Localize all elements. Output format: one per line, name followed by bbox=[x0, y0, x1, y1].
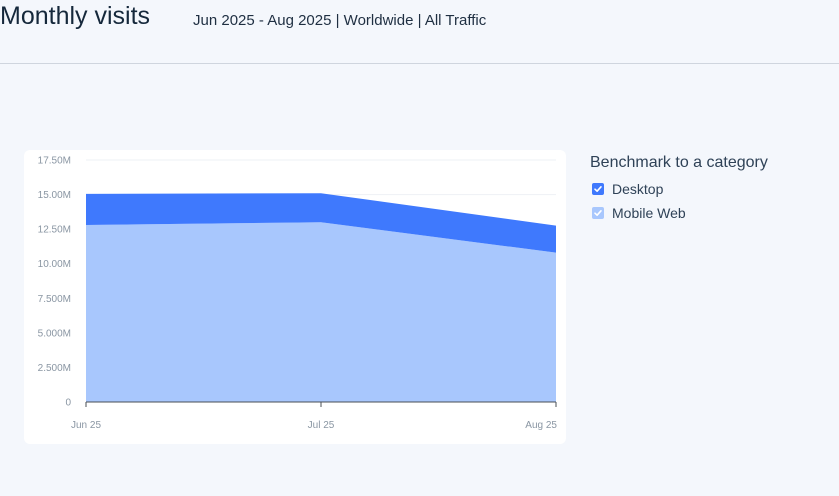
mobile-web-checkbox-icon[interactable] bbox=[592, 207, 604, 219]
y-tick-label: 15.00M bbox=[38, 190, 71, 201]
monthly-visits-chart[interactable]: 0 2.500M 5.000M 7.500M 10.00M 12.50M 15.00M 17.… bbox=[24, 150, 566, 444]
page-subtitle: Jun 2025 - Aug 2025 | Worldwide | All Tr… bbox=[193, 12, 487, 29]
x-tick-label: Jul 25 bbox=[308, 420, 335, 431]
y-tick-label: 17.50M bbox=[38, 156, 71, 167]
x-tick-label: Aug 25 bbox=[525, 420, 557, 431]
y-tick-label: 5.000M bbox=[38, 328, 71, 339]
legend-item-desktop[interactable]: Desktop bbox=[592, 181, 663, 197]
chart-card: 0 2.500M 5.000M 7.500M 10.00M 12.50M 15.00M 17.… bbox=[24, 150, 566, 444]
y-tick-label: 2.500M bbox=[38, 363, 71, 374]
desktop-checkbox-icon[interactable] bbox=[592, 183, 604, 195]
legend: Benchmark to a category Desktop Mobile W… bbox=[590, 154, 768, 221]
area-desktop[interactable] bbox=[86, 193, 556, 253]
area-mobile-web[interactable] bbox=[86, 222, 556, 402]
y-tick-label: 7.500M bbox=[38, 294, 71, 305]
legend-title: Benchmark to a category bbox=[590, 154, 768, 171]
page-title: Monthly visits bbox=[0, 2, 151, 30]
legend-label-mobile-web: Mobile Web bbox=[612, 205, 686, 221]
legend-label-desktop: Desktop bbox=[612, 181, 664, 197]
legend-item-mobile-web[interactable]: Mobile Web bbox=[592, 205, 686, 221]
page-header: Monthly visits Jun 2025 - Aug 2025 | Wor… bbox=[0, 0, 839, 64]
y-tick-label: 10.00M bbox=[38, 259, 71, 270]
y-tick-label: 0 bbox=[65, 398, 71, 409]
x-tick-label: Jun 25 bbox=[71, 420, 101, 431]
y-tick-label: 12.50M bbox=[38, 225, 71, 236]
